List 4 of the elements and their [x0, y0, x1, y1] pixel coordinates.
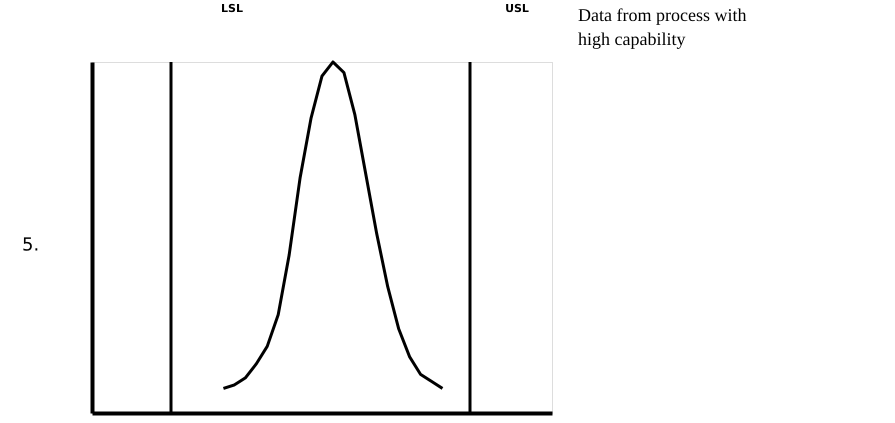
text: LSL [221, 2, 243, 15]
text: Data from process with high capability [578, 5, 746, 49]
text: USL [505, 2, 529, 15]
text: 5. [22, 234, 40, 256]
